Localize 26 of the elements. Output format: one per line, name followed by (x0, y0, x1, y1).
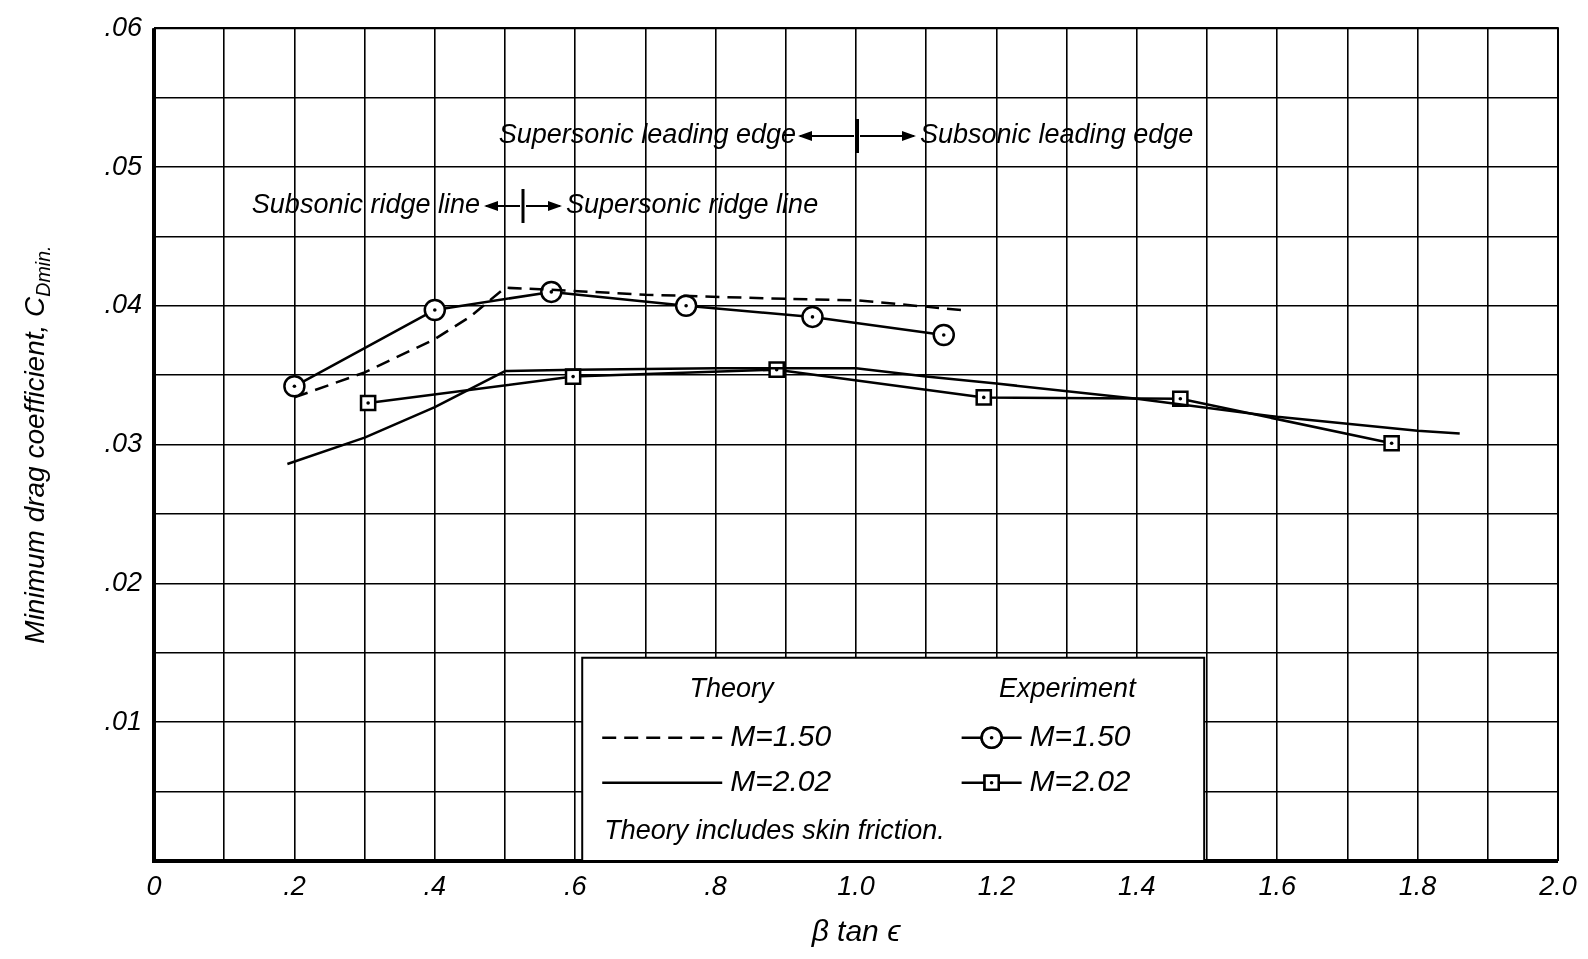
x-tick-label: 1.0 (837, 870, 875, 901)
x-axis-title: β tan ϵ (810, 914, 902, 948)
y-axis-title: Minimum drag coefficient, CDmin. (18, 245, 54, 644)
annotation: Theory includes skin friction. (604, 814, 945, 845)
y-tick-label: .02 (104, 566, 142, 597)
x-tick-label: .2 (283, 870, 306, 901)
x-tick-label: 2.0 (1538, 870, 1577, 901)
x-tick-label: 1.8 (1398, 870, 1437, 901)
y-tick-label: .03 (104, 428, 142, 459)
legend-label: M=1.50 (730, 719, 832, 753)
y-tick-label: .01 (104, 705, 142, 736)
x-tick-label: .4 (423, 870, 447, 901)
x-tick-label: 1.6 (1258, 870, 1297, 901)
legend-label: M=2.02 (730, 764, 832, 798)
x-tick-label: 0 (146, 870, 162, 901)
legend-label: M=2.02 (1029, 764, 1131, 798)
annotation: Experiment (999, 673, 1138, 704)
x-tick-label: .6 (563, 870, 588, 901)
annotation: Theory (689, 673, 775, 704)
legend-label: M=1.50 (1029, 719, 1131, 753)
y-tick-label: .05 (104, 150, 143, 181)
x-tick-label: 1.2 (977, 870, 1016, 901)
x-tick-label: 1.4 (1118, 870, 1156, 901)
y-tick-label: .06 (104, 11, 143, 42)
x-tick-label: .8 (704, 870, 727, 901)
y-tick-label: .04 (104, 289, 142, 320)
